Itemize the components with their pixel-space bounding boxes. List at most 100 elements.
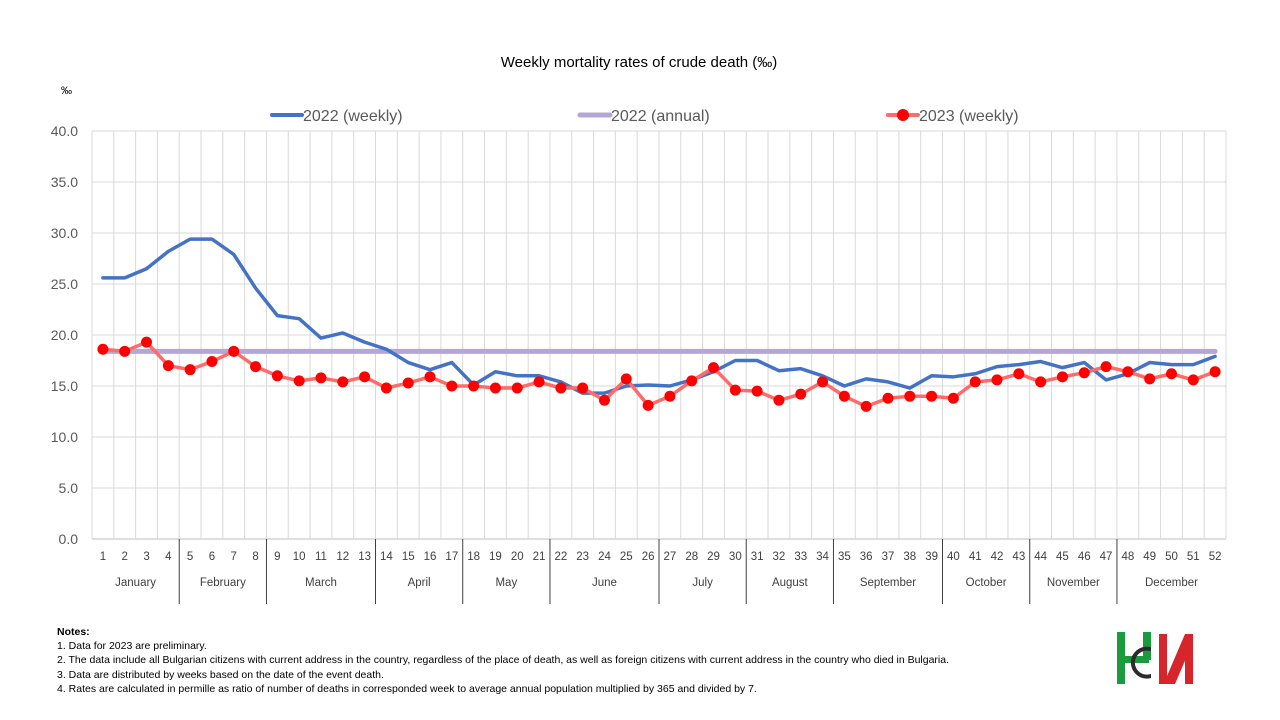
month-label: May: [495, 577, 517, 589]
x-tick-label: 13: [358, 551, 371, 563]
month-label: August: [772, 577, 809, 589]
x-tick-label: 36: [860, 551, 873, 563]
data-point-2023-week-49: [1144, 373, 1156, 385]
data-point-2023-week-44: [1035, 376, 1047, 388]
data-point-2023-week-20: [511, 382, 523, 394]
data-point-2023-week-51: [1187, 374, 1199, 386]
note-item-1: 1. Data for 2023 are preliminary.: [57, 640, 207, 653]
month-label: December: [1145, 577, 1198, 589]
x-tick-label: 12: [336, 551, 349, 563]
data-point-2023-week-25: [620, 373, 632, 385]
x-tick-label: 50: [1165, 551, 1178, 563]
month-label: November: [1047, 577, 1100, 589]
data-point-2023-week-31: [751, 385, 763, 397]
data-point-2023-week-18: [468, 380, 480, 392]
x-tick-label: 25: [620, 551, 633, 563]
x-tick-label: 4: [165, 551, 172, 563]
data-point-2023-week-32: [773, 394, 785, 406]
x-tick-label: 23: [576, 551, 589, 563]
x-tick-label: 33: [794, 551, 807, 563]
x-tick-label: 26: [642, 551, 655, 563]
note-item-2: 2. The data include all Bulgarian citize…: [57, 654, 950, 667]
y-tick-label: 15.0: [51, 378, 78, 394]
chart-legend: 2022 (weekly) 2022 (annual) 2023 (weekly): [270, 108, 1019, 125]
x-tick-label: 21: [533, 551, 546, 563]
month-label: October: [966, 577, 1007, 589]
data-point-2023-week-29: [708, 362, 720, 374]
data-point-2023-week-48: [1122, 366, 1134, 378]
data-point-2023-week-33: [795, 388, 807, 400]
data-point-2023-week-19: [489, 382, 501, 394]
x-tick-label: 52: [1209, 551, 1222, 563]
x-tick-label: 42: [991, 551, 1004, 563]
x-tick-label: 1: [100, 551, 106, 563]
y-tick-label: 0.0: [59, 531, 79, 547]
data-point-2023-week-14: [380, 382, 392, 394]
data-point-2023-week-8: [250, 361, 262, 373]
x-tick-label: 17: [445, 551, 458, 563]
x-tick-label: 51: [1187, 551, 1200, 563]
notes-heading: Notes:: [57, 626, 90, 638]
data-point-2023-week-24: [598, 394, 610, 406]
data-point-2023-week-28: [686, 375, 698, 387]
note-item-4: 4. Rates are calculated in permille as r…: [57, 682, 757, 695]
x-tick-label: 43: [1012, 551, 1025, 563]
data-point-2023-week-5: [184, 364, 196, 376]
data-point-2023-week-35: [838, 390, 850, 402]
y-tick-label: 35.0: [51, 174, 78, 190]
data-point-2023-week-13: [359, 371, 371, 383]
x-tick-label: 15: [402, 551, 415, 563]
data-point-2023-week-45: [1056, 371, 1068, 383]
data-point-2023-week-11: [315, 372, 327, 384]
x-axis: 1 2 3 4 5 6 7 8 9 10 11 12 13 14 15 16 17 18 19 20 21 22 23 24 2…: [100, 539, 1222, 604]
data-point-2023-week-47: [1100, 361, 1112, 373]
month-label: April: [408, 577, 431, 589]
data-point-2023-week-46: [1078, 367, 1090, 379]
y-axis-unit: ‰: [61, 85, 72, 97]
data-point-2023-week-10: [293, 375, 305, 387]
x-tick-label: 44: [1034, 551, 1047, 563]
x-tick-label: 41: [969, 551, 982, 563]
data-point-2023-week-4: [162, 360, 174, 372]
data-point-2023-week-7: [228, 345, 240, 357]
month-label: June: [592, 577, 617, 589]
chart-grid: [91, 130, 1227, 540]
y-tick-label: 20.0: [51, 327, 78, 343]
data-point-2023-week-6: [206, 356, 218, 368]
series-line-2022-weekly: [101, 237, 1217, 395]
x-tick-label: 39: [925, 551, 938, 563]
x-tick-label: 18: [467, 551, 480, 563]
y-tick-label: 30.0: [51, 225, 78, 241]
x-tick-label: 30: [729, 551, 742, 563]
x-tick-label: 11: [315, 551, 327, 563]
x-tick-label: 5: [187, 551, 193, 563]
x-tick-label: 19: [489, 551, 502, 563]
data-point-2023-week-26: [642, 399, 654, 411]
y-axis-ticks: 0.0 5.0 10.0 15.0 20.0 25.0 30.0 35.0 40.0: [51, 123, 78, 547]
data-point-2023-week-37: [882, 392, 894, 404]
chart-notes: Notes: 1. Data for 2023 are preliminary.…: [57, 625, 949, 696]
data-point-2023-week-50: [1165, 368, 1177, 380]
data-point-2023-week-42: [991, 374, 1003, 386]
x-tick-label: 14: [380, 551, 393, 563]
legend-label-2: 2022 (annual): [611, 108, 710, 125]
month-label: July: [692, 577, 713, 589]
data-point-2023-week-3: [141, 336, 153, 348]
x-tick-label: 20: [511, 551, 524, 563]
x-tick-label: 38: [903, 551, 916, 563]
data-point-2023-week-22: [555, 382, 567, 394]
data-point-2023-week-2: [119, 345, 131, 357]
legend-marker: [897, 109, 909, 121]
legend-label-1: 2022 (weekly): [303, 108, 403, 125]
x-tick-label: 9: [274, 551, 280, 563]
x-tick-label: 47: [1100, 551, 1113, 563]
x-tick-label: 27: [664, 551, 677, 563]
data-point-2023-week-41: [969, 376, 981, 388]
data-point-2023-week-30: [729, 384, 741, 396]
data-point-2023-week-40: [947, 392, 959, 404]
data-point-2023-week-36: [860, 400, 872, 412]
y-tick-label: 10.0: [51, 429, 78, 445]
month-label: January: [115, 577, 156, 589]
series-line-2023-weekly: [101, 340, 1217, 409]
data-point-2023-week-27: [664, 390, 676, 402]
